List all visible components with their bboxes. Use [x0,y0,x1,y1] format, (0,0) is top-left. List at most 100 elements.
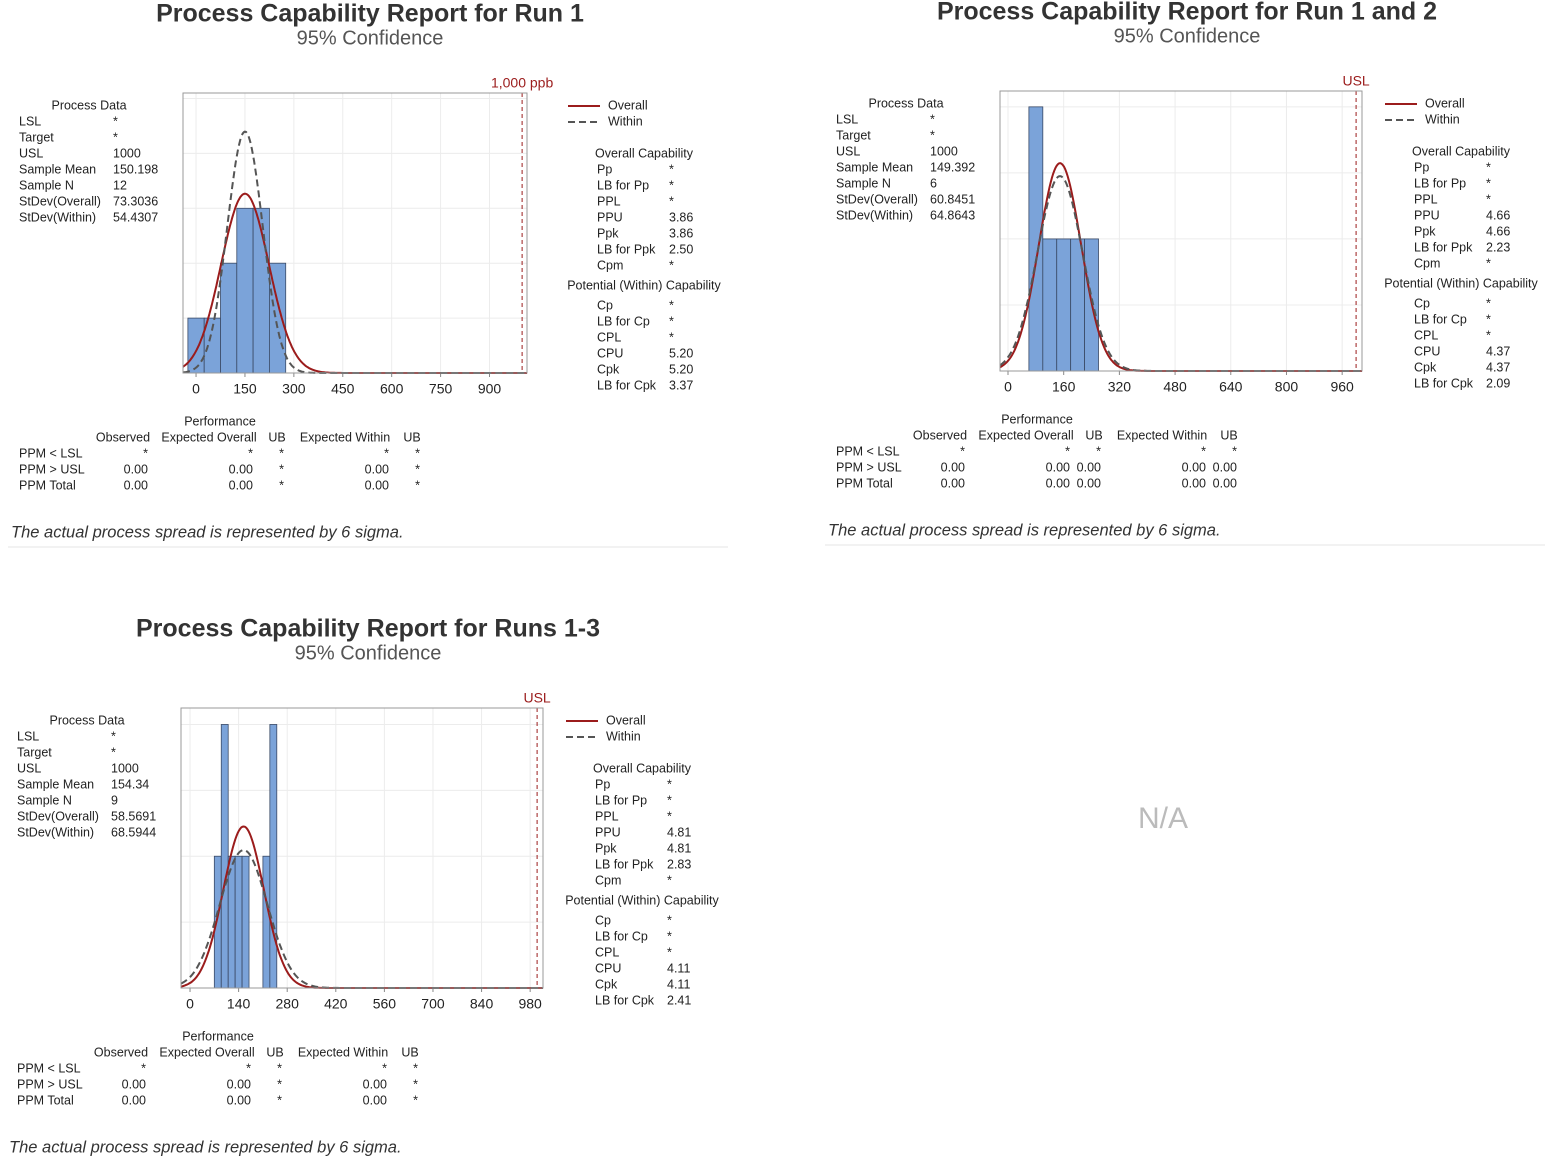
capability-value: * [1486,160,1491,174]
capability-value: 4.66 [1486,208,1510,222]
performance-column: UB [401,1045,418,1059]
performance-column: Observed [913,428,967,442]
histogram-bar [227,855,236,989]
process-data-label: LSL [19,114,41,128]
performance-label: PPM > USL [17,1077,83,1091]
capability-value: 4.37 [1486,360,1510,374]
performance-title: Performance [182,1029,254,1043]
performance-title: Performance [1001,412,1073,426]
capability-label: PPL [1414,192,1438,206]
capability-title: Potential (Within) Capability [567,278,721,292]
process-data-value: 1000 [111,761,139,775]
performance-value: * [413,1061,418,1075]
performance-label: PPM > USL [19,462,85,476]
performance-value: 0.00 [363,1077,387,1091]
performance-column: Observed [94,1045,148,1059]
histogram-bar [220,262,238,374]
process-data-value: 154.34 [111,777,149,791]
capability-value: * [1486,328,1491,342]
x-tick-label: 450 [331,381,355,397]
capability-value: 4.11 [667,977,690,991]
capability-label: Cpm [595,873,621,887]
x-tick-label: 700 [421,996,445,1012]
x-tick-label: 320 [1108,379,1132,395]
performance-value: 0.00 [941,476,965,490]
capability-label: LB for Cpk [597,378,657,392]
capability-value: 4.11 [667,961,690,975]
process-data-label: StDev(Within) [19,210,96,224]
performance-label: PPM Total [836,476,893,490]
performance-value: * [1201,444,1206,458]
capability-value: 4.37 [1486,344,1510,358]
performance-column: UB [268,430,285,444]
performance-value: 0.00 [1213,460,1237,474]
capability-label: Cpm [597,258,623,272]
process-data-value: * [111,745,116,759]
plot-frame [180,707,544,989]
performance-value: 0.00 [124,478,148,492]
report-title: Process Capability Report for Run 1 and … [937,0,1437,26]
legend-label: Within [608,114,643,128]
capability-value: * [667,809,672,823]
process-data-label: Sample Mean [836,160,913,174]
capability-value: 3.37 [669,378,693,392]
process-data-label: StDev(Overall) [19,194,101,208]
capability-label: Cp [1414,296,1430,310]
performance-value: * [279,478,284,492]
performance-column: Expected Within [298,1045,388,1059]
performance-value: * [279,446,284,460]
report-subtitle: 95% Confidence [297,27,444,49]
performance-value: 0.00 [229,478,253,492]
process-data-label: LSL [17,729,39,743]
histogram-bar [1070,238,1085,372]
performance-value: * [413,1093,418,1107]
performance-title: Performance [184,414,256,428]
process-data-label: StDev(Within) [836,208,913,222]
x-tick-label: 160 [1052,379,1076,395]
performance-value: * [960,444,965,458]
x-tick-label: 480 [1163,379,1187,395]
performance-value: 0.00 [1077,476,1101,490]
capability-label: Ppk [1414,224,1436,238]
usl-label: USL [523,690,550,706]
performance-column: Observed [96,430,150,444]
performance-value: 0.00 [1182,460,1206,474]
legend-label: Overall [1425,96,1465,110]
performance-value: 0.00 [122,1077,146,1091]
x-tick-label: 900 [478,381,502,397]
performance-column: UB [1085,428,1102,442]
histogram-bar [269,724,278,989]
performance-value: 0.00 [1213,476,1237,490]
performance-label: PPM > USL [836,460,902,474]
performance-value: * [248,446,253,460]
x-tick-label: 800 [1275,379,1299,395]
legend-label: Overall [606,713,646,727]
performance-value: 0.00 [363,1093,387,1107]
capability-value: * [667,777,672,791]
capability-value: 5.20 [669,362,693,376]
capability-label: LB for Pp [595,793,647,807]
performance-label: PPM < LSL [17,1061,81,1075]
process-data-value: 9 [111,793,118,807]
capability-value: 2.50 [669,242,693,256]
performance-value: * [143,446,148,460]
capability-report: Process Capability Report for Run 195% C… [8,0,728,548]
capability-label: Cpk [597,362,620,376]
process-data-label: Target [17,745,52,759]
report-note: The actual process spread is represented… [828,521,1221,539]
capability-value: * [1486,192,1491,206]
process-data-label: Sample N [836,176,891,190]
usl-label: 1,000 ppb [491,75,553,91]
performance-value: * [1096,444,1101,458]
capability-label: LB for Ppk [1414,240,1473,254]
x-tick-label: 640 [1219,379,1243,395]
performance-value: 0.00 [1046,460,1070,474]
capability-label: Pp [1414,160,1429,174]
legend-label: Overall [608,98,648,112]
capability-report: Process Capability Report for Runs 1-395… [9,615,720,1157]
capability-label: Cpk [595,977,618,991]
x-tick-label: 750 [429,381,453,397]
process-data-label: Target [836,128,871,142]
process-data-label: USL [836,144,860,158]
x-tick-label: 280 [276,996,300,1012]
